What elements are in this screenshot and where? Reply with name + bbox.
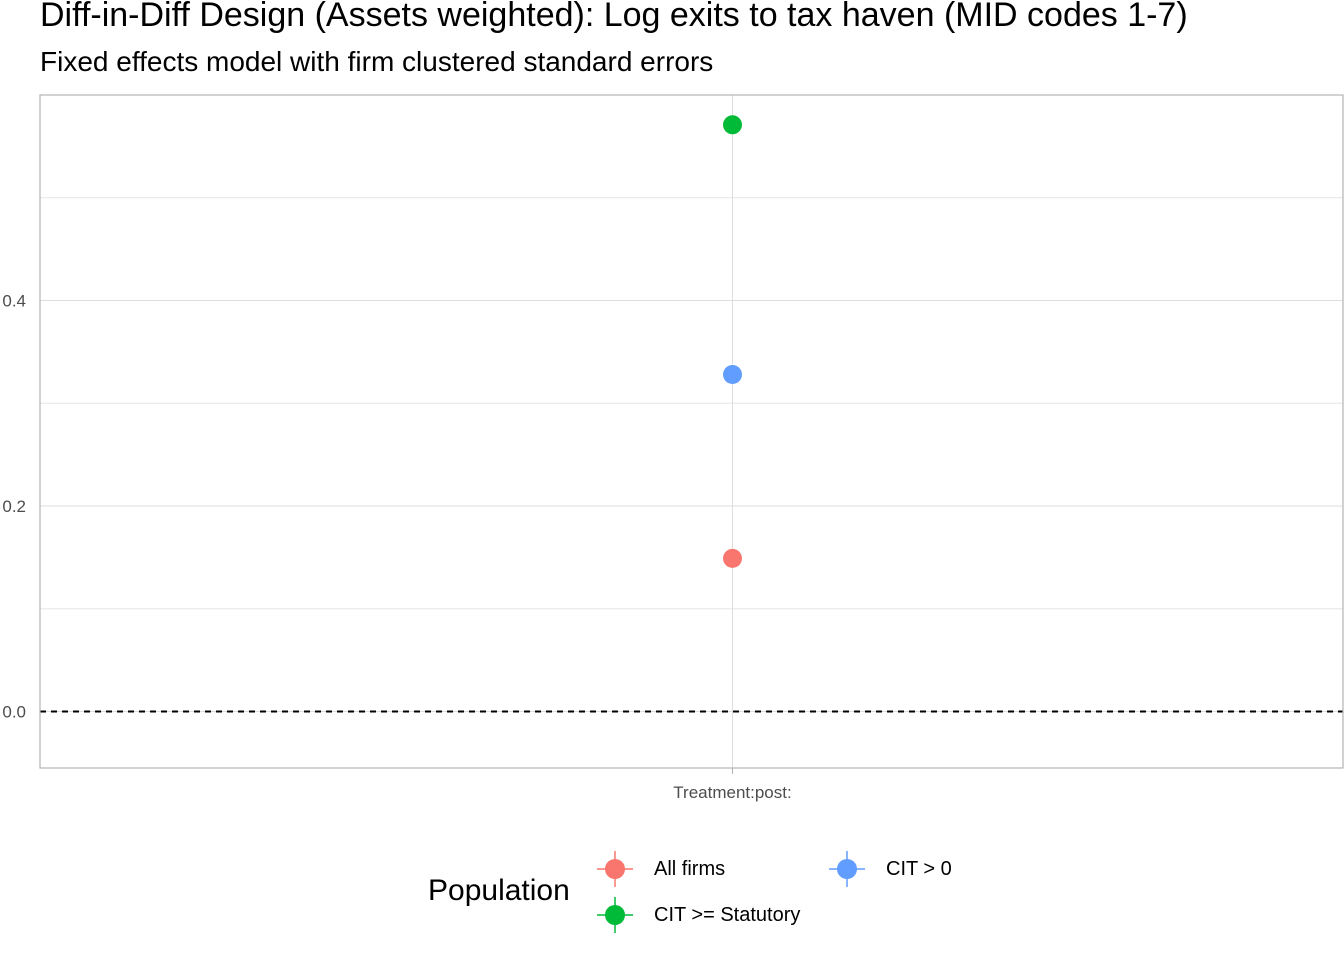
legend-label-all-firms: All firms [654, 858, 726, 880]
y-tick-label: 0.0 [2, 702, 26, 721]
data-point-cit-0 [723, 364, 742, 384]
legend-label-cit-positive: CIT > 0 [886, 858, 952, 880]
data-point-cit-statutory [723, 115, 742, 135]
y-tick-label: 0.4 [2, 291, 26, 310]
data-point-all-firms [723, 548, 742, 568]
legend-label-cit-statutory: CIT >= Statutory [654, 904, 801, 926]
plot-panel [40, 95, 1343, 768]
y-tick-label: 0.2 [2, 497, 26, 516]
chart-subtitle: Fixed effects model with firm clustered … [40, 46, 714, 77]
legend-key-all-firms [605, 859, 625, 879]
x-tick-label: Treatment:post: [673, 783, 791, 802]
legend-key-cit-0 [837, 859, 857, 879]
legend-key-cit-statutory [605, 905, 625, 925]
chart-title: Diff-in-Diff Design (Assets weighted): L… [40, 0, 1188, 34]
legend-title: Population [428, 874, 570, 907]
plot-border [39, 94, 1344, 769]
